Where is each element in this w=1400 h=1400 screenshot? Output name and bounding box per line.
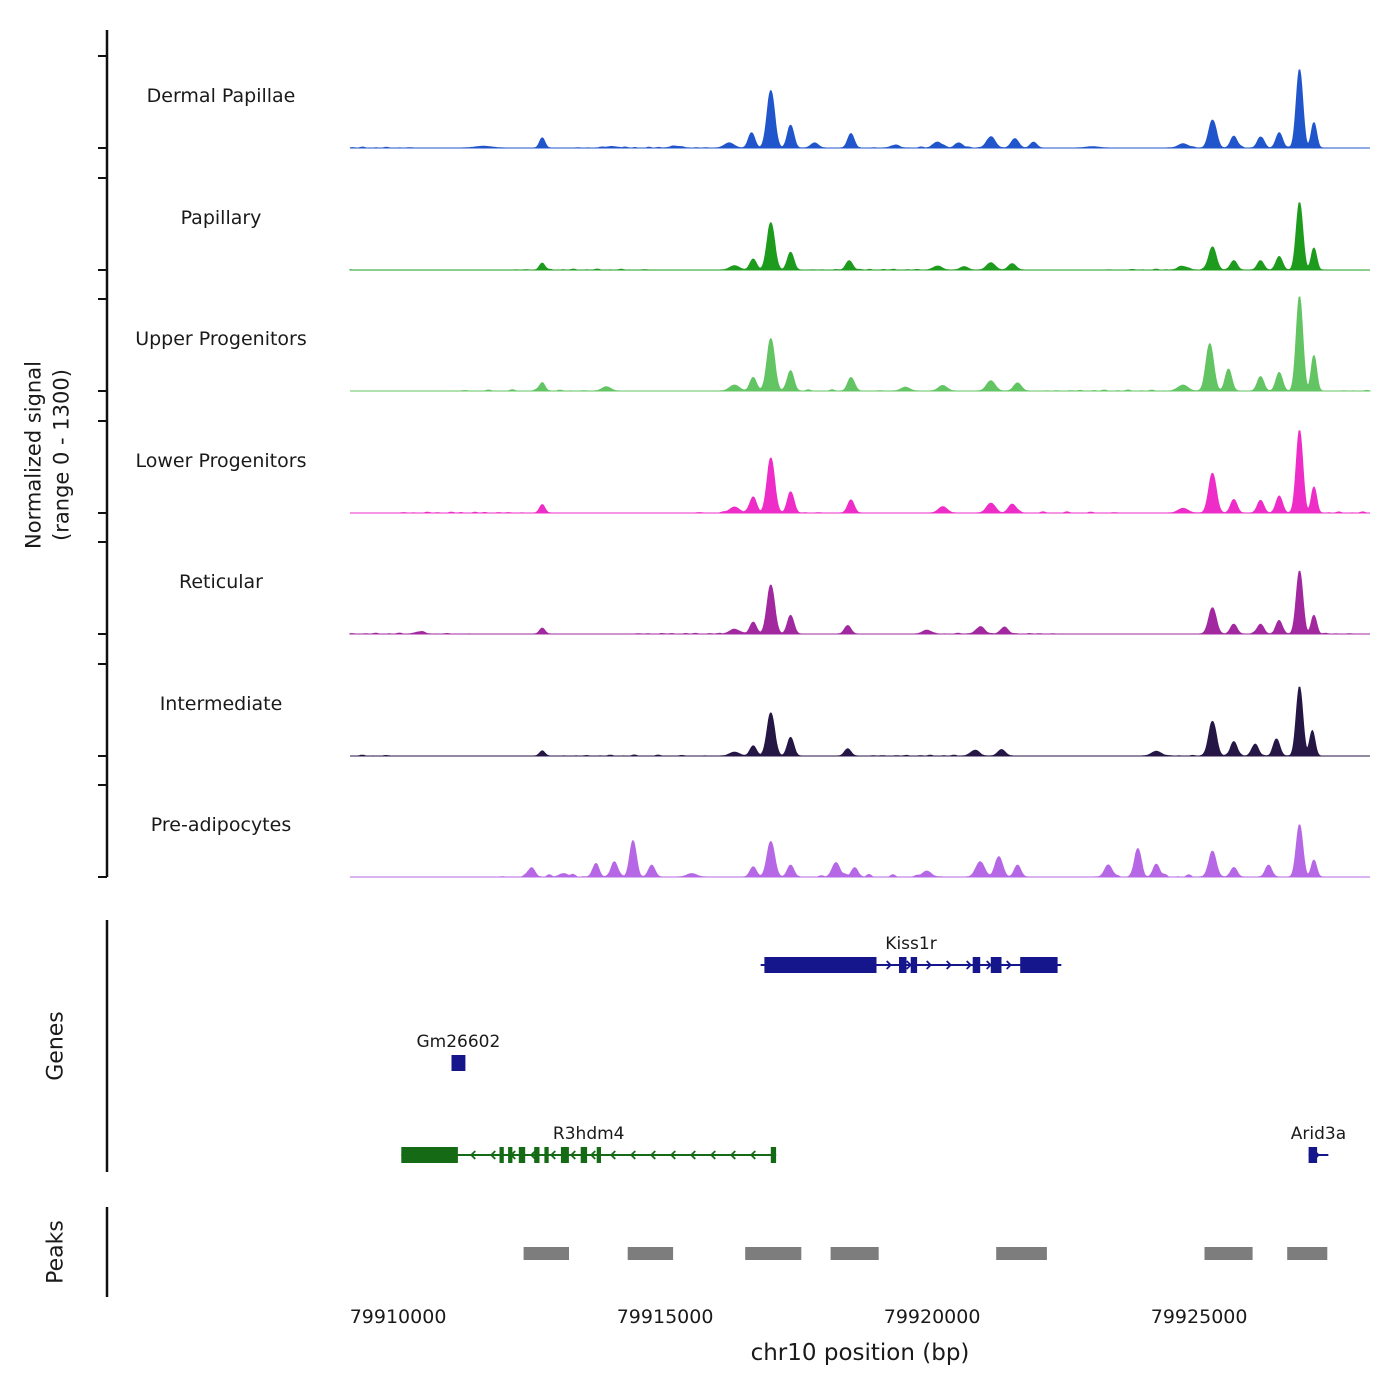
gene-strand-arrow-r3hdm4: [469, 1150, 476, 1160]
gene-exon-r3hdm4: [544, 1147, 549, 1163]
track-label-lower-progenitors: Lower Progenitors: [135, 450, 307, 472]
gene-exon-kiss1r: [1020, 957, 1058, 973]
gene-strand-arrow-kiss1r: [906, 960, 912, 970]
peak-region: [523, 1247, 569, 1260]
signal-area-lower-progenitors: [350, 430, 1370, 514]
peak-region: [1204, 1247, 1253, 1260]
track-label-dermal-papillae: Dermal Papillae: [146, 85, 296, 107]
gene-strand-arrow-kiss1r: [1006, 960, 1012, 970]
gene-exon-r3hdm4: [560, 1147, 569, 1163]
peaks-layer: [523, 1247, 1328, 1260]
gene-exon-arid3a: [1308, 1147, 1318, 1163]
track-label-reticular: Reticular: [179, 571, 263, 593]
x-tick-label-79920000: 79920000: [883, 1306, 981, 1328]
gene-exon-kiss1r: [899, 957, 907, 973]
peak-region: [627, 1247, 674, 1260]
signal-area-dermal-papillae: [349, 69, 1370, 149]
signal-area-reticular: [349, 570, 1370, 635]
x-tick-label-79910000: 79910000: [349, 1306, 447, 1328]
gene-exon-kiss1r: [972, 957, 981, 973]
gene-exon-kiss1r: [910, 957, 918, 973]
x-tick-label-79925000: 79925000: [1150, 1306, 1248, 1328]
gene-strand-arrow-kiss1r: [946, 960, 952, 970]
signal-tracks-layer: [349, 69, 1371, 878]
peaks-section-label: Peaks: [43, 1220, 69, 1284]
gene-exon-r3hdm4: [518, 1147, 526, 1163]
gene-strand-arrow-r3hdm4: [749, 1150, 756, 1160]
gene-strand-arrow-r3hdm4: [549, 1150, 556, 1160]
gene-strand-arrow-r3hdm4: [569, 1150, 576, 1160]
peak-region: [745, 1247, 802, 1260]
track-label-intermediate: Intermediate: [159, 693, 283, 715]
gene-exon-gm26602: [451, 1055, 466, 1071]
peak-region: [996, 1247, 1047, 1260]
gene-exon-r3hdm4: [534, 1147, 540, 1163]
gene-strand-arrow-r3hdm4: [709, 1150, 716, 1160]
x-axis-title: chr10 position (bp): [750, 1340, 970, 1366]
gene-strand-arrow-kiss1r: [926, 960, 932, 970]
gene-exon-kiss1r: [764, 957, 877, 973]
x-tick-label-79915000: 79915000: [616, 1306, 714, 1328]
track-label-papillary: Papillary: [180, 207, 262, 229]
y-axis-label-line1: Normalized signal: [21, 361, 46, 549]
signal-area-upper-progenitors: [350, 296, 1371, 392]
track-label-upper-progenitors: Upper Progenitors: [135, 328, 307, 350]
gene-strand-arrow-kiss1r: [886, 960, 892, 970]
gene-strand-arrow-r3hdm4: [609, 1150, 616, 1160]
peak-region: [830, 1247, 879, 1260]
gene-exon-r3hdm4: [770, 1147, 777, 1163]
gene-label-kiss1r: Kiss1r: [885, 934, 937, 954]
y-axis-label-line2: (range 0 - 1300): [49, 369, 73, 541]
signal-area-pre-adipocytes: [350, 824, 1370, 878]
gene-strand-arrow-r3hdm4: [489, 1150, 496, 1160]
track-label-pre-adipocytes: Pre-adipocytes: [150, 814, 292, 836]
signal-area-papillary: [349, 202, 1370, 271]
gene-exon-r3hdm4: [596, 1147, 601, 1163]
gene-label-r3hdm4: R3hdm4: [552, 1124, 625, 1144]
y-axis-label: Normalized signal (range 0 - 1300): [20, 361, 75, 549]
gene-label-arid3a: Arid3a: [1290, 1124, 1347, 1144]
gene-exon-r3hdm4: [499, 1147, 504, 1163]
gene-exon-kiss1r: [990, 957, 1002, 973]
gene-strand-arrow-r3hdm4: [649, 1150, 656, 1160]
signal-area-intermediate: [350, 686, 1370, 757]
gene-strand-arrow-r3hdm4: [729, 1150, 736, 1160]
gene-strand-arrow-r3hdm4: [689, 1150, 696, 1160]
gene-strand-arrow-kiss1r: [966, 960, 972, 970]
gene-strand-arrow-r3hdm4: [529, 1150, 536, 1160]
gene-strand-arrow-r3hdm4: [669, 1150, 676, 1160]
gene-label-gm26602: Gm26602: [416, 1032, 501, 1052]
gene-strand-arrow-r3hdm4: [629, 1150, 636, 1160]
peak-region: [1287, 1247, 1328, 1260]
gene-strand-arrow-r3hdm4: [589, 1150, 596, 1160]
gene-exon-r3hdm4: [580, 1147, 588, 1163]
gene-exon-r3hdm4: [508, 1147, 513, 1163]
gene-strand-arrow-kiss1r: [986, 960, 992, 970]
genes-section-label: Genes: [43, 1011, 69, 1081]
gene-exon-r3hdm4: [401, 1147, 458, 1163]
genes-layer: [401, 957, 1329, 1163]
axes-layer: [98, 30, 109, 1297]
